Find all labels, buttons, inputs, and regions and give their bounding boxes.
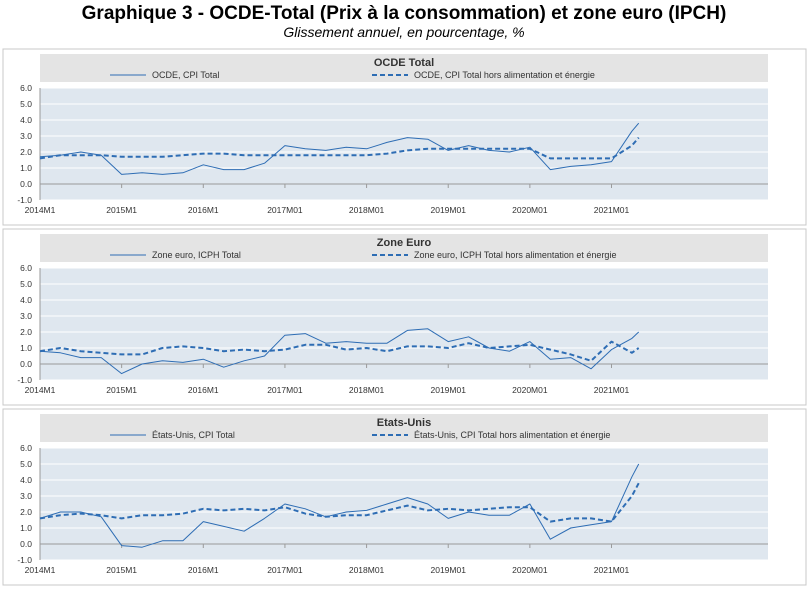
x-tick-label: 2014M1 (25, 565, 56, 575)
x-tick-label: 2015M1 (106, 205, 137, 215)
chart-title: OCDE Total (374, 57, 434, 69)
y-tick-label: 1.0 (20, 523, 32, 533)
chart-title: Zone Euro (377, 237, 432, 249)
x-tick-label: 2020M01 (512, 205, 548, 215)
plot-area (40, 448, 768, 560)
legend-label: OCDE, CPI Total hors alimentation et éne… (414, 70, 595, 80)
x-tick-label: 2018M01 (349, 385, 385, 395)
x-tick-label: 2017M01 (267, 565, 303, 575)
y-tick-label: 4.0 (20, 475, 32, 485)
chart-panel-etats-unis: Etats-Unis 6.0 5.0 4.0 3.0 2.0 1.0 0.0 -1.0 2014M… (0, 408, 808, 591)
x-tick-label: 2014M1 (25, 205, 56, 215)
legend-label: Zone euro, ICPH Total hors alimentation … (414, 250, 616, 260)
legend-label: Zone euro, ICPH Total (152, 250, 241, 260)
chart-header-band (40, 54, 768, 82)
y-tick-label: -1.0 (17, 375, 32, 385)
y-tick-label: -1.0 (17, 195, 32, 205)
series-line-core (39, 482, 640, 523)
y-tick-label: -1.0 (17, 555, 32, 565)
x-tick-label: 2020M01 (512, 385, 548, 395)
series-line-total (39, 328, 640, 375)
y-tick-label: 3.0 (20, 311, 32, 321)
x-tick-label: 2018M01 (349, 205, 385, 215)
series-line-total (39, 463, 640, 548)
y-tick-label: 5.0 (20, 279, 32, 289)
chart-title: Etats-Unis (377, 417, 431, 429)
y-tick-label: 4.0 (20, 115, 32, 125)
series-line-core (39, 340, 640, 362)
y-tick-label: 5.0 (20, 459, 32, 469)
x-tick-label: 2021M01 (594, 205, 630, 215)
series-line-total (39, 122, 640, 175)
page-title: Graphique 3 - OCDE-Total (Prix à la cons… (81, 3, 727, 24)
chart-panel-ocde: OCDE Total 6.0 5.0 4.0 3.0 2.0 1.0 0.0 -1.0 2014M… (0, 48, 808, 231)
x-tick-label: 2018M01 (349, 565, 385, 575)
chart-zone-euro: Zone Euro 6.0 5.0 4.0 3.0 2.0 1.0 0.0 -1.02014M1… (2, 228, 807, 406)
chart-header-band (40, 234, 768, 262)
y-tick-label: 6.0 (20, 443, 32, 453)
x-tick-label: 2019M01 (430, 565, 466, 575)
x-tick-label: 2014M1 (25, 385, 56, 395)
chart-ocde: OCDE Total 6.0 5.0 4.0 3.0 2.0 1.0 0.0 -1.02014M… (2, 48, 807, 226)
y-tick-label: 0.0 (20, 359, 32, 369)
x-tick-label: 2015M1 (106, 565, 137, 575)
x-tick-label: 2019M01 (430, 205, 466, 215)
chart-etats-unis: Etats-Unis 6.0 5.0 4.0 3.0 2.0 1.0 0.0 -1.02014M… (2, 408, 807, 586)
y-tick-label: 6.0 (20, 83, 32, 93)
x-tick-label: 2017M01 (267, 385, 303, 395)
chart-header-band (40, 414, 768, 442)
x-tick-label: 2021M01 (594, 565, 630, 575)
y-tick-label: 1.0 (20, 343, 32, 353)
y-tick-label: 1.0 (20, 163, 32, 173)
x-tick-label: 2019M01 (430, 385, 466, 395)
x-tick-label: 2017M01 (267, 205, 303, 215)
chart-panel-zone-euro: Zone Euro 6.0 5.0 4.0 3.0 2.0 1.0 0.0 -1.0 2014M1… (0, 228, 808, 411)
plot-area (40, 88, 768, 200)
page-subtitle: Glissement annuel, en pourcentage, % (283, 24, 525, 40)
x-tick-label: 2015M1 (106, 385, 137, 395)
legend-label: États-Unis, CPI Total hors alimentation … (414, 430, 610, 440)
y-tick-label: 3.0 (20, 131, 32, 141)
y-tick-label: 2.0 (20, 327, 32, 337)
y-tick-label: 2.0 (20, 507, 32, 517)
y-tick-label: 0.0 (20, 539, 32, 549)
y-tick-label: 3.0 (20, 491, 32, 501)
y-tick-label: 2.0 (20, 147, 32, 157)
legend-label: OCDE, CPI Total (152, 70, 219, 80)
y-tick-label: 6.0 (20, 263, 32, 273)
legend-label: États-Unis, CPI Total (152, 430, 235, 440)
y-tick-label: 0.0 (20, 179, 32, 189)
x-tick-label: 2020M01 (512, 565, 548, 575)
x-tick-label: 2016M1 (188, 385, 219, 395)
x-tick-label: 2016M1 (188, 205, 219, 215)
series-line-core (39, 136, 640, 160)
x-tick-label: 2016M1 (188, 565, 219, 575)
y-tick-label: 4.0 (20, 295, 32, 305)
y-tick-label: 5.0 (20, 99, 32, 109)
x-tick-label: 2021M01 (594, 385, 630, 395)
